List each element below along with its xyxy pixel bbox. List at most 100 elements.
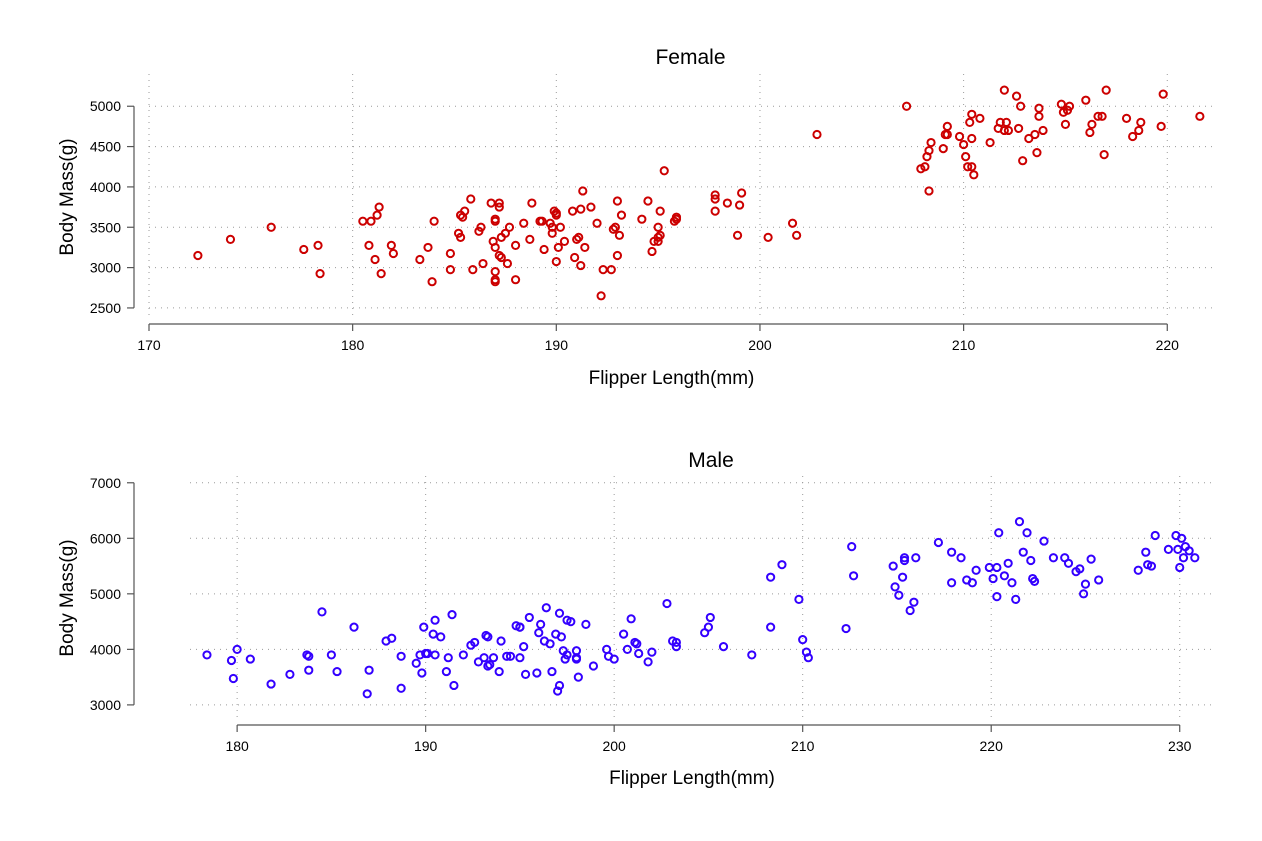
female-data-point [737,188,747,198]
female-x-tick-label: 220 [1156,337,1180,353]
male-y-tick-label: 7000 [90,475,121,491]
female-x-tick-label: 190 [545,337,569,353]
male-data-point [532,668,542,678]
male-data-point [573,672,583,682]
male-data-point [1177,533,1187,543]
female-data-point [647,246,657,257]
male-y-tick-label: 5000 [90,586,121,602]
male-data-point [285,669,295,679]
male-data-point [588,661,599,671]
female-data-point [938,143,948,154]
female-y-tick-label: 4000 [90,179,121,195]
female-x-tick-label: 180 [341,337,365,353]
male-data-point [1063,558,1074,568]
female-data-point [386,240,396,251]
female-x-tick-label: 200 [748,337,772,353]
male-data-point [430,650,440,660]
female-data-point [427,277,437,287]
male-x-tick-label: 210 [791,738,815,754]
female-data-point [415,254,425,265]
female-data-point [494,198,504,208]
male-data-point [967,578,977,588]
female-data-point [592,218,602,228]
female-data-point [612,196,623,206]
female-data-point [504,222,515,232]
male-data-point [841,623,851,634]
male-data-point [888,561,898,571]
female-data-point [710,206,720,216]
female-data-point [1060,119,1071,129]
female-data-point [710,194,720,204]
male-data-point [332,666,342,677]
female-data-point [559,236,570,246]
female-data-point [576,204,586,214]
female-data-point [655,230,665,240]
male-data-point [1018,547,1028,557]
female-data-point [1087,119,1097,129]
male-data-point [547,666,557,677]
male-data-point [898,572,908,582]
female-data-point [608,224,618,234]
female-data-point [1099,150,1109,160]
male-x-tick-label: 180 [225,738,249,754]
male-data-point [626,614,636,624]
male-data-point [890,582,900,592]
male-data-point [1178,553,1189,563]
male-data-point [566,617,576,627]
male-data-point [947,547,957,557]
female-data-point [763,232,773,242]
male-data-point [488,653,499,663]
female-data-point [1003,125,1014,136]
male-data-point [458,650,468,660]
female-data-point [659,166,669,176]
female-data-point [643,196,653,206]
male-data-point [232,644,242,654]
male-x-tick-label: 190 [414,738,438,754]
male-data-point [662,598,672,609]
female-data-point [616,210,627,220]
female-data-point [901,101,912,111]
female-data-point [1121,113,1132,123]
male-data-point [226,655,237,666]
female-data-point [965,117,975,127]
male-data-point [848,571,859,581]
male-data-point [618,629,629,639]
male-data-point [1150,530,1160,541]
male-data-point [479,653,489,663]
male-data-point [643,657,653,667]
female-data-point [372,210,382,220]
male-data-point [1163,544,1174,555]
female-data-point [787,218,798,228]
male-data-point [449,680,459,691]
female-data-point [1032,148,1042,158]
female-data-point [961,152,971,162]
female-data-point [370,254,380,265]
male-data-point [671,637,681,648]
male-data-point [202,650,212,660]
female-data-point [959,139,969,150]
female-data-point [364,240,374,251]
male-data-point [909,597,919,607]
male-data-point [419,622,429,632]
male-data-point [362,689,372,699]
male-data-point [428,629,438,639]
female-title: Female [655,46,725,69]
female-data-point [614,230,625,240]
male-data-point [436,632,446,642]
male-data-point [622,644,632,654]
female-data-point [490,242,500,253]
female-data-point [653,232,663,242]
female-data-point [494,202,504,212]
female-data-point [490,277,500,287]
male-x-tick-label: 220 [980,738,1004,754]
male-data-point [581,619,591,629]
female-data-point [586,202,596,212]
female-data-point [975,113,985,123]
female-data-point [580,242,590,253]
female-data-point [637,214,647,224]
male-data-point [443,653,453,663]
female-data-point [366,216,376,226]
female-data-point [655,206,665,216]
female-data-point [671,214,682,224]
male-data-point [1078,589,1089,599]
